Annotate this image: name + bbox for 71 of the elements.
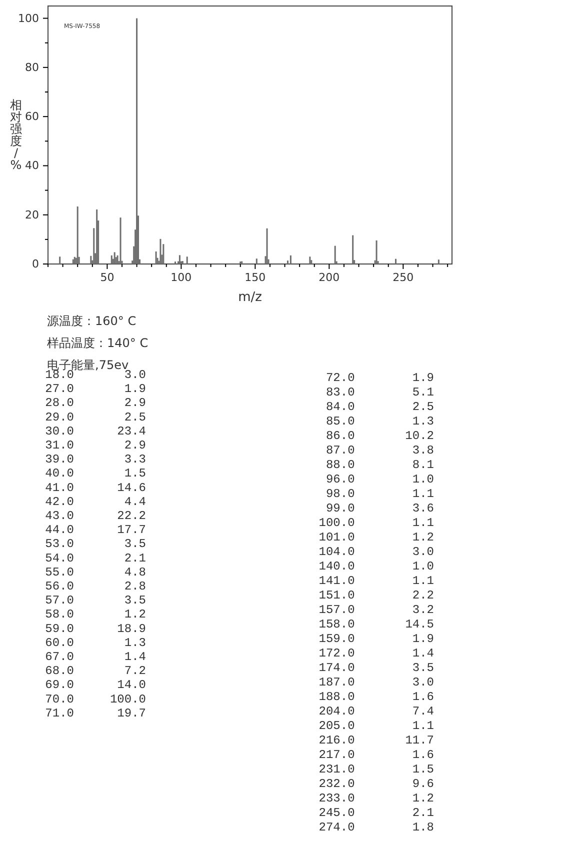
text: 42.0 4.4: [45, 494, 146, 509]
text: 56.0 2.8: [45, 580, 146, 594]
text: 59.0 18.9: [45, 622, 146, 636]
text: 157.0 3.2: [318, 603, 434, 617]
text: 99.0 3.6: [326, 502, 434, 516]
text: 172.0 1.4: [318, 646, 434, 660]
text: 231.0 1.5: [318, 762, 434, 776]
text: 53.0 3.5: [45, 537, 146, 552]
y-tick-label: 20: [25, 208, 39, 222]
text: 71.0 19.7: [45, 706, 146, 720]
text: 232.0 9.6: [318, 777, 434, 791]
text: 39.0 3.3: [45, 452, 146, 467]
text: 55.0 4.8: [45, 565, 146, 580]
text: 104.0 3.0: [318, 545, 434, 559]
text: 84.0 2.5: [326, 400, 434, 414]
text: 30.0 23.4: [45, 424, 146, 438]
text: 217.0 1.6: [318, 748, 434, 762]
text: 29.0 2.5: [45, 410, 146, 424]
text: 源温度：160° C: [47, 314, 136, 328]
text: 69.0 14.0: [45, 678, 146, 692]
x-tick-label: 250: [392, 270, 414, 284]
y-axis-title: 相对强度/%: [10, 98, 22, 172]
x-axis-title: m/z: [238, 290, 262, 305]
text: 187.0 3.0: [318, 676, 434, 690]
text: 101.0 1.2: [318, 530, 434, 544]
text: 174.0 3.5: [318, 661, 434, 675]
x-tick-label: 100: [170, 270, 192, 284]
text: 205.0 1.1: [318, 719, 434, 733]
text: 54.0 2.1: [45, 551, 146, 566]
text: 样品温度：140° C: [47, 336, 148, 350]
text: 83.0 5.1: [326, 386, 434, 400]
text: 159.0 1.9: [318, 632, 434, 646]
y-tick-label: 60: [25, 110, 39, 124]
x-tick-label: 50: [100, 270, 114, 284]
text: 141.0 1.1: [318, 574, 434, 588]
text: 72.0 1.9: [326, 371, 434, 385]
text: 27.0 1.9: [45, 382, 146, 396]
text: 216.0 11.7: [318, 734, 434, 748]
text: 98.0 1.1: [326, 487, 434, 501]
y-tick-label: 40: [25, 159, 39, 172]
text: 96.0 1.0: [326, 472, 434, 486]
text: 40.0 1.5: [45, 466, 146, 481]
text: 151.0 2.2: [318, 588, 434, 602]
text: 31.0 2.9: [45, 438, 146, 452]
y-tick-label: 80: [25, 60, 39, 74]
text: 87.0 3.8: [326, 444, 434, 458]
text: 58.0 1.2: [45, 608, 146, 622]
text: 41.0 14.6: [45, 480, 146, 495]
text: 44.0 17.7: [45, 523, 146, 538]
text: 233.0 1.2: [318, 792, 434, 806]
text: 100.0 1.1: [318, 516, 434, 530]
text: 245.0 2.1: [318, 806, 434, 820]
text: 57.0 3.5: [45, 594, 146, 608]
text: 158.0 14.5: [318, 618, 434, 632]
y-tick-label: 100: [18, 12, 39, 25]
x-tick-label: 150: [244, 270, 266, 284]
text: 140.0 1.0: [318, 560, 434, 574]
text: 188.0 1.6: [318, 690, 434, 704]
text: 88.0 8.1: [326, 458, 434, 472]
text: 204.0 7.4: [318, 704, 434, 718]
text: 68.0 7.2: [45, 664, 146, 678]
x-tick-label: 200: [318, 270, 340, 284]
text: 274.0 1.8: [318, 820, 434, 834]
y-tick-label: 0: [32, 258, 39, 271]
text: 70.0 100.0: [45, 692, 146, 706]
text: 85.0 1.3: [326, 414, 434, 428]
text: 28.0 2.9: [45, 396, 146, 410]
text: 43.0 22.2: [45, 509, 146, 523]
text: 86.0 10.2: [326, 429, 434, 443]
text: 67.0 1.4: [45, 650, 146, 664]
text: 60.0 1.3: [45, 636, 146, 650]
